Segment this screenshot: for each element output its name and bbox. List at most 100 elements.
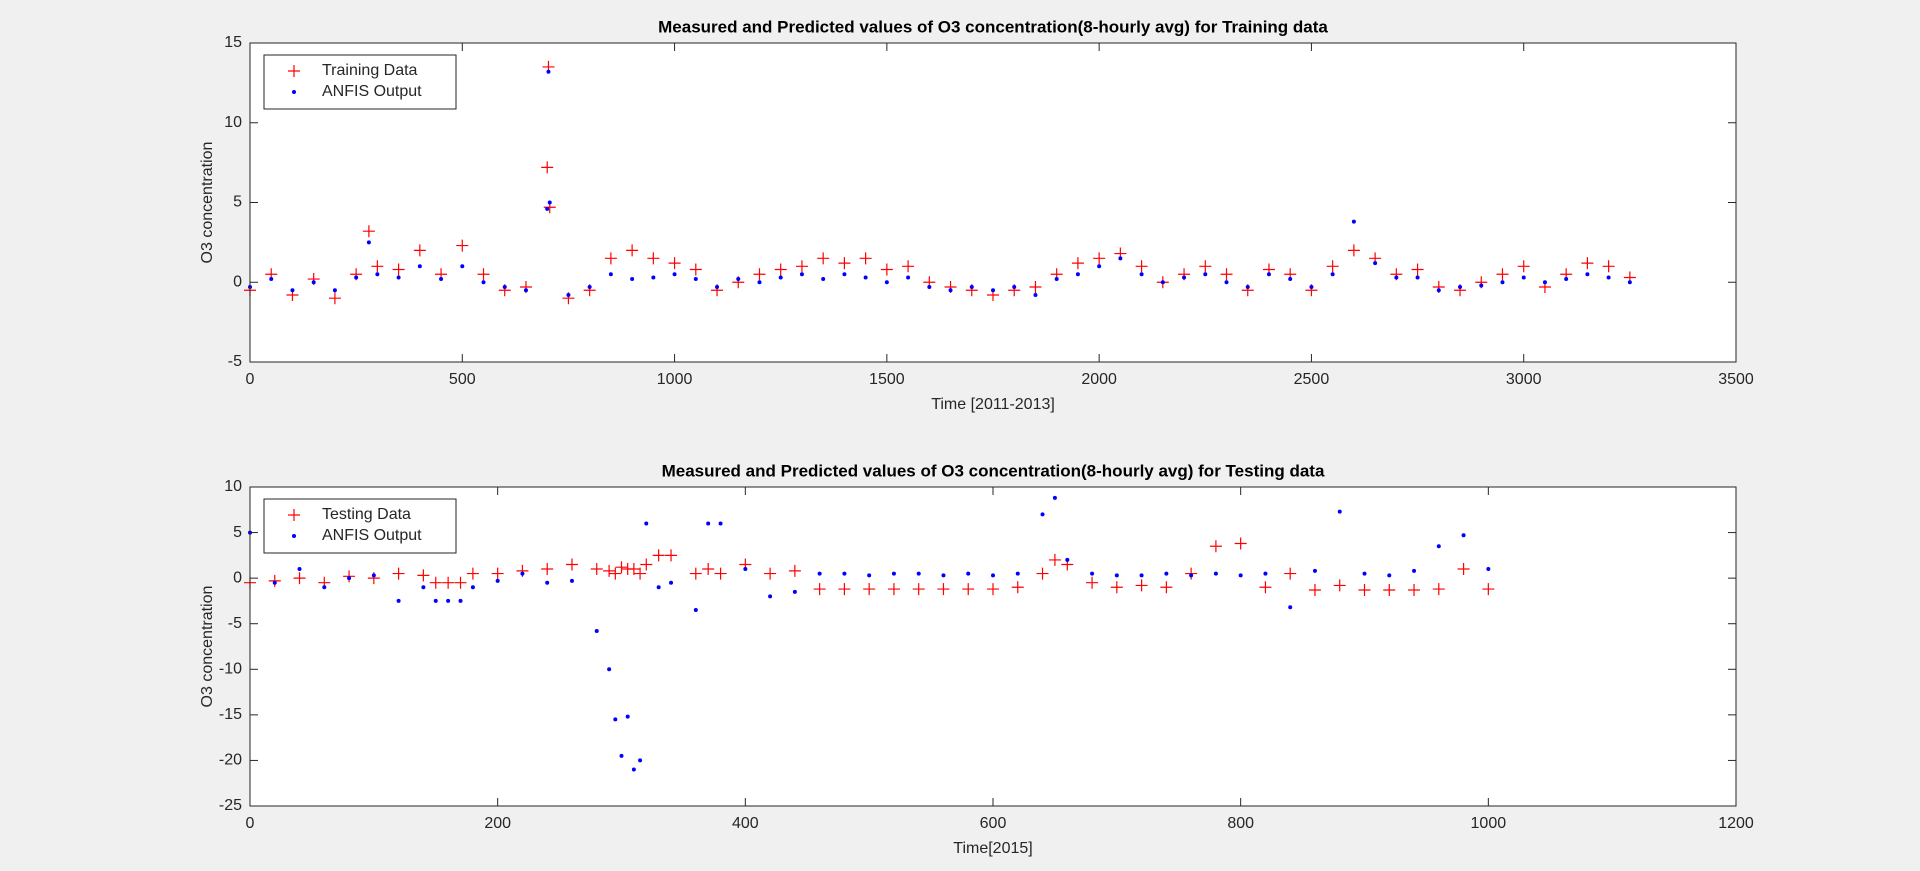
data-point (1135, 579, 1148, 592)
x-tick-label: 400 (732, 815, 759, 832)
data-point (714, 567, 727, 580)
data-point (322, 585, 327, 590)
y-tick-label: 0 (233, 569, 242, 586)
plot-area (250, 43, 1736, 362)
data-point (1209, 540, 1222, 553)
x-tick-label: 2000 (1081, 371, 1117, 388)
data-point (937, 583, 950, 596)
data-point (693, 608, 698, 613)
data-point (502, 285, 507, 290)
data-point (880, 263, 893, 276)
data-point (693, 277, 698, 282)
data-point (799, 272, 804, 277)
y-tick-label: 0 (233, 273, 242, 290)
data-point (566, 293, 571, 298)
data-point (778, 275, 783, 280)
data-point (1189, 573, 1194, 578)
data-point (891, 571, 896, 576)
data-point (1118, 256, 1123, 261)
data-point (1309, 285, 1314, 290)
data-point (863, 275, 868, 280)
data-point (906, 275, 911, 280)
data-point (743, 567, 748, 572)
data-point (1312, 568, 1317, 573)
data-point (689, 567, 702, 580)
data-point (1521, 275, 1526, 280)
data-point (969, 285, 974, 290)
data-point (1330, 272, 1335, 277)
data-point (1065, 557, 1070, 562)
data-point (1517, 260, 1530, 273)
data-point (838, 257, 851, 270)
data-point (433, 598, 438, 603)
data-point (1259, 581, 1272, 594)
x-tick-label: 0 (246, 815, 255, 832)
legend-box (263, 54, 457, 110)
data-point (442, 576, 455, 589)
data-point (859, 252, 872, 265)
data-point (669, 580, 674, 585)
data-point (1606, 275, 1611, 280)
data-point (609, 567, 622, 580)
data-point (916, 571, 921, 576)
data-point (1182, 275, 1187, 280)
data-point (1581, 257, 1594, 270)
data-point (456, 239, 469, 252)
data-point (1627, 280, 1632, 285)
data-point (631, 767, 636, 772)
x-tick-label: 1200 (1718, 815, 1754, 832)
data-point (347, 576, 352, 581)
y-tick-label: -15 (219, 706, 242, 723)
data-point (1436, 544, 1441, 549)
data-point (788, 564, 801, 577)
data-point (991, 573, 995, 578)
data-point (672, 272, 677, 277)
data-point (1461, 533, 1466, 538)
data-point (613, 717, 618, 722)
data-point (1288, 277, 1293, 282)
data-point (651, 275, 656, 280)
data-point (1040, 512, 1045, 517)
data-point (429, 576, 442, 589)
data-point (1203, 272, 1208, 277)
data-point (481, 280, 486, 285)
data-point (1110, 581, 1123, 594)
data-point (396, 598, 401, 603)
data-point (491, 567, 504, 580)
data-point (439, 277, 444, 282)
data-point (594, 629, 599, 634)
data-point (702, 563, 715, 576)
data-point (1542, 280, 1547, 285)
data-point (332, 288, 337, 293)
data-point (1564, 277, 1569, 282)
x-axis-label: Time [2011-2013] (931, 396, 1055, 413)
data-point (1457, 563, 1470, 576)
x-tick-label: 800 (1227, 815, 1254, 832)
data-point (1496, 268, 1509, 281)
data-point (1373, 261, 1378, 266)
data-point (774, 263, 787, 276)
data-point (371, 573, 376, 578)
data-point (1071, 257, 1084, 270)
axes-box (249, 42, 1737, 363)
data-point (718, 521, 723, 526)
data-point (603, 564, 616, 577)
data-point (269, 277, 274, 282)
data-point (753, 268, 766, 281)
data-point (668, 257, 681, 270)
data-point (1086, 576, 1099, 589)
data-point (941, 573, 946, 578)
data-point (640, 558, 653, 571)
legend-label: ANFIS Output (322, 83, 422, 100)
data-point (627, 563, 640, 576)
data-point (608, 272, 613, 277)
data-point (587, 285, 592, 290)
data-point (615, 561, 628, 574)
data-point (1097, 264, 1102, 269)
data-point (991, 288, 995, 293)
data-point (1012, 285, 1017, 290)
data-point (1245, 285, 1250, 290)
data-point (371, 260, 384, 273)
data-point (466, 567, 479, 580)
